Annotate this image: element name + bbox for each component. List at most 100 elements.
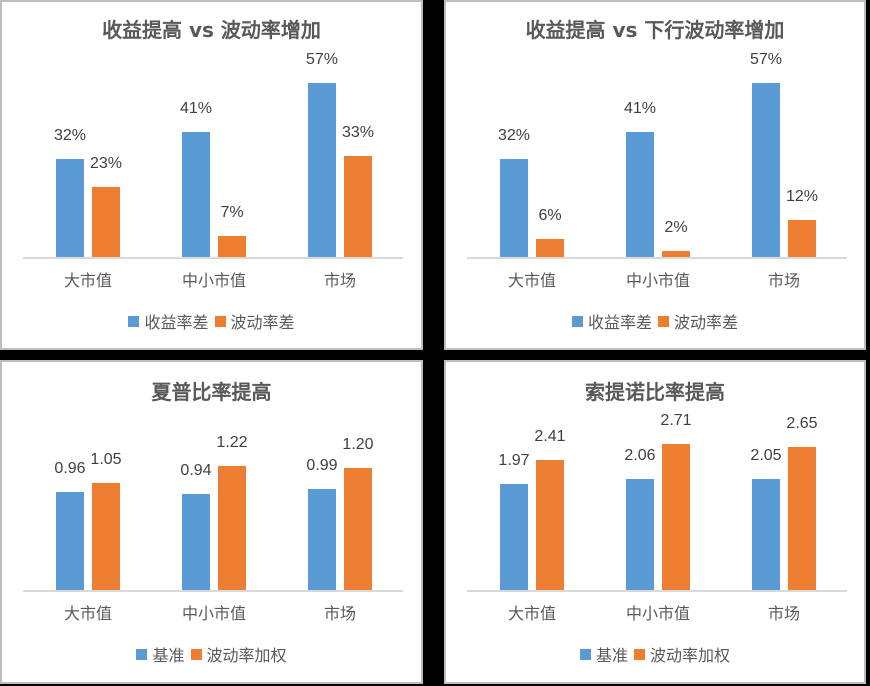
bar-series0 (500, 484, 528, 590)
legend-swatch-icon (136, 648, 148, 660)
category-label: 大市值 (63, 604, 112, 623)
category-label: 市场 (323, 271, 356, 290)
data-label: 23% (89, 155, 123, 172)
data-label: 7% (220, 204, 244, 221)
bar-series1 (344, 468, 372, 590)
bar-series1 (788, 220, 816, 257)
bar-series0 (182, 132, 210, 257)
legend-label: 波动率差 (230, 313, 295, 332)
data-label: 41% (623, 100, 657, 117)
category-label: 市场 (323, 604, 356, 623)
data-label: 2.41 (534, 428, 566, 445)
bar-series0 (56, 492, 84, 590)
legend-item: 收益率差 (128, 309, 209, 333)
bar-series0 (752, 83, 780, 257)
data-label: 2% (664, 219, 688, 236)
data-label: 32% (53, 127, 87, 144)
data-label: 41% (179, 100, 213, 117)
x-axis-line (23, 590, 403, 592)
data-label: 1.22 (216, 434, 248, 451)
data-label: 2.71 (660, 412, 692, 429)
legend-swatch-icon (634, 648, 645, 660)
bar-series1 (536, 239, 564, 257)
category-label: 市场 (767, 604, 800, 623)
bar-series1 (218, 236, 246, 257)
category-label: 中小市值 (181, 604, 246, 623)
bar-series1 (92, 187, 120, 257)
legend-item: 波动率加权 (190, 642, 287, 666)
category-label: 大市值 (63, 271, 112, 290)
x-axis-line (23, 257, 403, 259)
bar-series0 (56, 159, 84, 257)
data-label: 2.65 (786, 415, 818, 432)
category-label: 中小市值 (181, 271, 246, 290)
category-label: 中小市值 (625, 604, 690, 623)
data-label: 0.94 (180, 462, 212, 479)
legend-item: 收益率差 (571, 309, 652, 333)
bar-series0 (308, 489, 336, 590)
data-label: 57% (749, 51, 783, 68)
chart-legend: 收益率差 波动率差 (446, 309, 864, 333)
bar-series1 (92, 483, 120, 590)
legend-swatch-icon (190, 648, 202, 660)
data-label: 32% (497, 127, 531, 144)
chart-panel-return-vs-volatility: 收益提高 vs 波动率增加 32% 23% 大市值 41% 7% 中小市值 57% 33% 市场… (0, 0, 423, 350)
chart-title: 收益提高 vs 波动率增加 (102, 18, 321, 42)
category-label: 中小市值 (625, 271, 690, 290)
legend-item: 基准 (579, 642, 628, 666)
bar-series1 (788, 447, 816, 590)
chart-panel-sortino-ratio: 索提诺比率提高 1.97 2.41 大市值 2.06 2.71 中小市值 2.05 2.65 市… (444, 360, 866, 684)
category-label: 大市值 (507, 271, 556, 290)
data-label: 1.97 (498, 452, 530, 469)
x-axis-line (467, 257, 847, 259)
legend-label: 基准 (152, 646, 185, 665)
bar-series1 (218, 466, 246, 590)
data-label: 2.06 (624, 447, 656, 464)
x-axis-line (467, 590, 847, 592)
data-label: 0.96 (54, 460, 86, 477)
data-label: 1.20 (342, 436, 374, 453)
legend-swatch-icon (214, 315, 226, 327)
chart-panel-sharpe-ratio: 夏普比率提高 0.96 1.05 大市值 0.94 1.22 中小市值 0.99 1.20 市场… (0, 360, 423, 684)
legend-swatch-icon (658, 315, 669, 327)
legend-swatch-icon (579, 648, 591, 660)
data-label: 12% (785, 188, 819, 205)
chart-title: 收益提高 vs 下行波动率增加 (525, 18, 785, 42)
bar-series0 (752, 479, 780, 590)
bar-series1 (662, 444, 690, 590)
legend-item: 波动率加权 (634, 642, 730, 666)
legend-label: 波动率加权 (206, 646, 287, 665)
legend-label: 波动率加权 (650, 646, 731, 665)
bar-series1 (344, 156, 372, 257)
data-label: 0.99 (306, 457, 338, 474)
chart-legend: 收益率差 波动率差 (2, 309, 421, 333)
bar-series1 (536, 460, 564, 590)
category-label: 大市值 (507, 604, 556, 623)
bar-series1 (662, 251, 690, 257)
legend-swatch-icon (128, 315, 140, 327)
chart-title: 夏普比率提高 (151, 380, 272, 404)
bar-series0 (500, 159, 528, 257)
legend-label: 基准 (595, 646, 628, 665)
bar-series0 (626, 132, 654, 257)
legend-label: 收益率差 (587, 313, 652, 332)
bar-series0 (626, 479, 654, 590)
legend-label: 波动率差 (674, 313, 739, 332)
data-label: 57% (305, 51, 339, 68)
legend-label: 收益率差 (144, 313, 209, 332)
chart-panel-return-vs-downside-volatility: 收益提高 vs 下行波动率增加 32% 6% 大市值 41% 2% 中小市值 57% 12% 市… (444, 0, 866, 350)
data-label: 2.05 (750, 447, 782, 464)
chart-title: 索提诺比率提高 (585, 380, 725, 404)
bar-series0 (308, 83, 336, 257)
legend-swatch-icon (571, 315, 583, 327)
legend-item: 波动率差 (658, 309, 738, 333)
bar-series0 (182, 494, 210, 590)
chart-legend: 基准 波动率加权 (446, 642, 864, 666)
data-label: 1.05 (90, 451, 122, 468)
data-label: 6% (538, 207, 562, 224)
category-label: 市场 (767, 271, 800, 290)
legend-item: 基准 (136, 642, 185, 666)
chart-legend: 基准 波动率加权 (2, 642, 421, 666)
legend-item: 波动率差 (214, 309, 295, 333)
data-label: 33% (341, 124, 375, 141)
